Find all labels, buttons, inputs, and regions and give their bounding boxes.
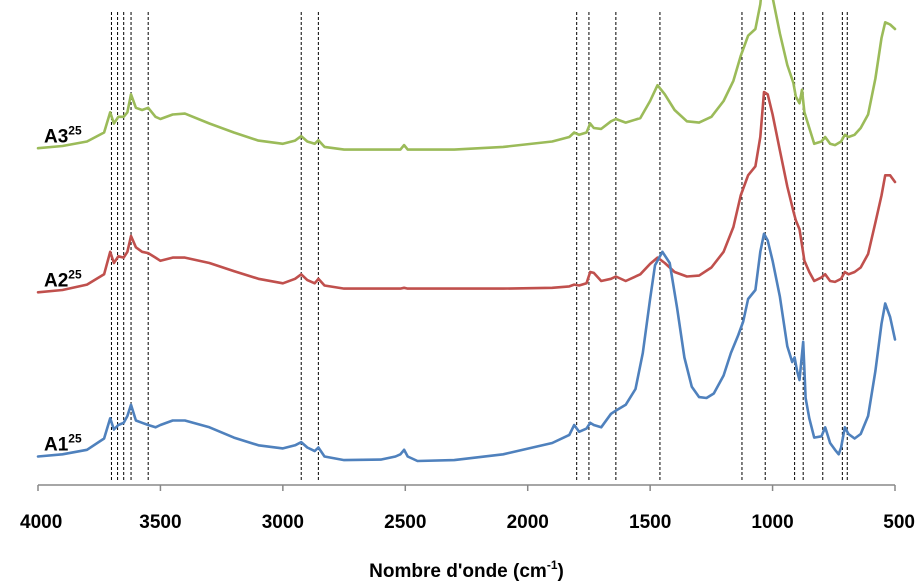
series-label-sup: 25 bbox=[68, 123, 82, 137]
x-tick-label: 1000 bbox=[751, 512, 793, 533]
reference-lines bbox=[110, 12, 848, 482]
series-label-a3: A325 bbox=[44, 123, 82, 147]
series-label-sup: 25 bbox=[68, 267, 82, 281]
x-tick-label: 500 bbox=[883, 512, 915, 533]
series-label-name: A2 bbox=[44, 270, 68, 291]
x-axis-title-main: Nombre d'onde (cm bbox=[369, 561, 547, 582]
series-label-name: A1 bbox=[44, 435, 69, 456]
x-tick-label: 4000 bbox=[20, 512, 62, 533]
series-line-a2 bbox=[36, 90, 897, 294]
series-label-name: A3 bbox=[44, 126, 68, 147]
x-tick-label: 3500 bbox=[139, 512, 181, 533]
series-line-a1 bbox=[36, 232, 897, 463]
x-axis-ticks: 4000 3500 3000 2500 2000 1500 1000 500 bbox=[20, 485, 915, 533]
x-axis-title-suffix: ) bbox=[558, 561, 564, 582]
x-tick-label: 1500 bbox=[629, 512, 671, 533]
series-line-a3 bbox=[36, 0, 897, 151]
x-axis-title: Nombre d'onde (cm-1) bbox=[369, 558, 564, 582]
series-label-a1: A125 bbox=[44, 432, 82, 456]
x-axis-title-sup: -1 bbox=[547, 558, 558, 572]
series-lines bbox=[36, 0, 897, 463]
series-label-sup: 25 bbox=[68, 432, 82, 446]
x-tick-label: 2500 bbox=[384, 512, 426, 533]
x-tick-label: 3000 bbox=[262, 512, 304, 533]
series-label-a2: A225 bbox=[44, 267, 82, 291]
x-tick-label: 2000 bbox=[507, 512, 549, 533]
